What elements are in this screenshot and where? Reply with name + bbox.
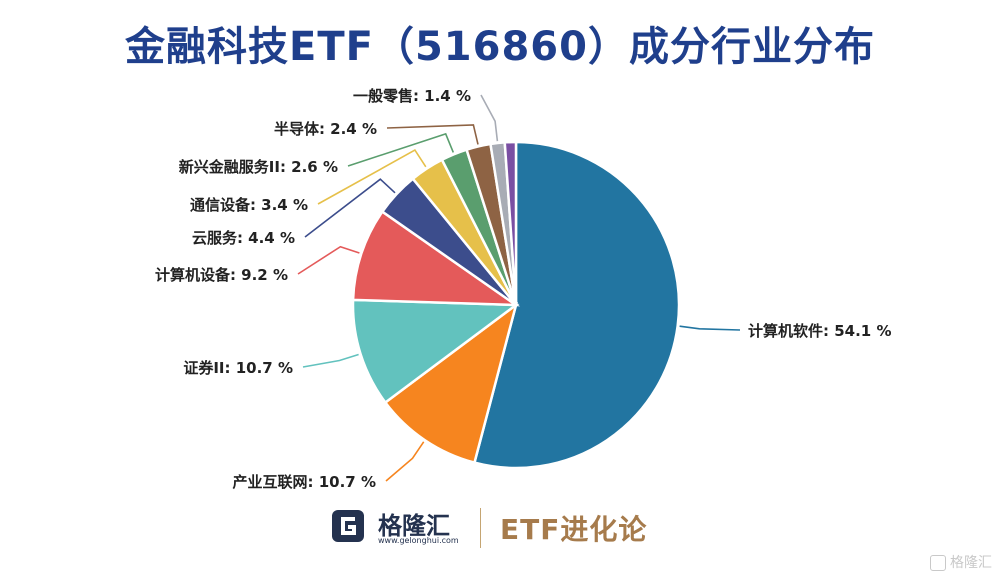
leader-line [297,245,360,275]
watermark-logo-icon [930,555,946,571]
pie-chart: 计算机软件: 54.1 % 产业互联网: 10.7 % 证券II: 10.7 % 计算… [155,87,892,491]
gelonghui-logo-icon [332,510,364,542]
pie-slice [383,301,519,465]
watermark-text: 格隆汇 [950,555,992,571]
leader-line [347,132,455,167]
leader-line [679,325,741,331]
slice-label: 证券II: 10.7 % [183,359,293,377]
pie-slice [351,209,521,307]
slice-label: 云服务: 4.4 % [192,229,295,247]
brand-url: www.gelonghui.com [378,536,459,545]
leader-line [386,124,479,145]
footer-divider [480,508,481,548]
pie-slice [351,298,520,405]
slice-label: 计算机设备: 9.2 % [155,266,288,284]
leader-line [317,149,427,205]
pie-slice [472,140,681,470]
slice-label: 产业互联网: 10.7 % [233,473,376,491]
chart-title: 金融科技ETF（516860）成分行业分布 [125,24,875,70]
leader-line [385,441,425,482]
slice-label: 计算机软件: 54.1 % [748,322,891,340]
watermark: 格隆汇 [930,552,992,572]
leader-line [302,353,359,368]
leader-line [480,94,499,142]
series-name: ETF进化论 [500,513,648,546]
leader-line [304,178,396,238]
brand-name: 格隆汇 [378,512,450,540]
slice-label: 一般零售: 1.4 % [353,87,471,105]
slice-label: 新兴金融服务II: 2.6 % [179,158,338,176]
slice-label: 半导体: 2.4 % [274,120,377,138]
pie-slice [503,140,518,306]
slice-label: 通信设备: 3.4 % [190,196,308,214]
footer: 格隆汇 www.gelonghui.com ETF进化论 [0,500,1000,556]
